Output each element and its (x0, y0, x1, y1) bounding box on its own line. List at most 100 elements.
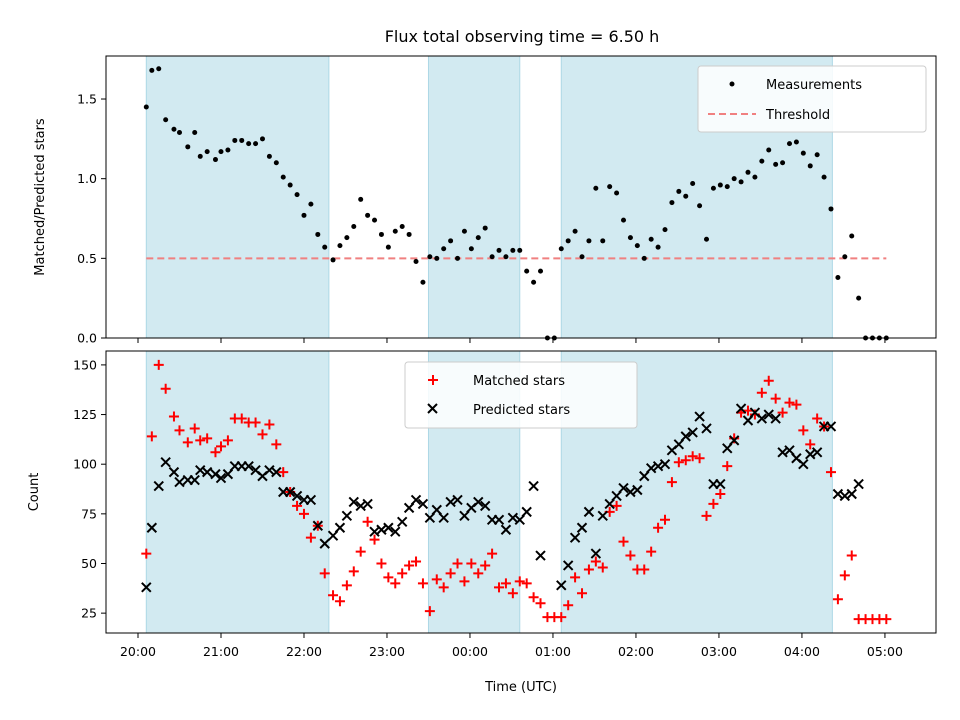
bottom-y-axis-label: Count (27, 473, 42, 512)
measurement-point (800, 150, 806, 156)
shaded-window (145, 350, 330, 634)
matched-star-point (777, 407, 788, 418)
measurement-point (676, 188, 682, 194)
x-tick-label: 01:00 (535, 644, 571, 659)
matched-star-point (141, 548, 152, 559)
matched-star-point (480, 560, 491, 571)
shaded-window (427, 55, 521, 339)
matched-star-point (334, 596, 345, 607)
matched-star-point (278, 467, 289, 478)
matched-star-point (708, 498, 719, 509)
matched-star-point (784, 397, 795, 408)
predicted-star-point (770, 413, 781, 424)
measurement-point (621, 217, 627, 223)
predicted-star-point (362, 498, 373, 510)
measurement-point (273, 160, 279, 166)
matched-star-point (590, 556, 601, 567)
x-tick-label: 05:00 (867, 644, 903, 659)
predicted-star-point (215, 472, 227, 484)
matched-star-point (839, 570, 850, 581)
y-tick-label: 75 (81, 506, 97, 521)
predicted-star-point (383, 522, 394, 533)
matched-star-point (341, 580, 352, 591)
measurement-point (482, 225, 488, 231)
matched-star-point (722, 461, 733, 472)
matched-star-point (583, 564, 594, 575)
x-tick-label: 04:00 (784, 644, 820, 659)
legend-label-threshold: Threshold (765, 108, 830, 123)
y-tick-label: 100 (73, 457, 97, 472)
predicted-star-point (284, 486, 296, 498)
measurement-point (246, 141, 252, 147)
matched-star-point (832, 594, 843, 605)
matched-star-point (445, 568, 456, 579)
measurement-point (600, 238, 606, 244)
measurement-point (510, 247, 516, 253)
measurement-point (496, 247, 502, 253)
matched-star-point (264, 419, 275, 430)
measurement-point (842, 254, 848, 260)
matched-star-point (825, 467, 836, 478)
chart-title: Flux total observing time = 6.50 h (385, 27, 660, 46)
predicted-star-point (479, 500, 491, 512)
matched-star-point (174, 425, 185, 436)
measurement-point (752, 174, 758, 180)
measurement-point (607, 184, 613, 190)
bottom-axes-frame (105, 350, 937, 634)
matched-star-point (639, 564, 650, 575)
measurement-point (807, 163, 813, 169)
matched-star-point (298, 508, 309, 519)
predicted-star-point (701, 423, 712, 434)
measurement-point (786, 141, 792, 147)
measurement-point (372, 217, 378, 223)
measurement-point (448, 238, 454, 244)
predicted-star-point (291, 490, 303, 502)
matched-star-point (160, 383, 171, 394)
predicted-star-point (396, 516, 408, 527)
predicted-star-point (334, 522, 346, 533)
top-legend: Measurements Threshold (697, 65, 927, 133)
measurement-point (773, 161, 779, 167)
predicted-star-point (493, 514, 505, 526)
y-tick-label: 50 (81, 556, 97, 571)
measurement-point (427, 254, 433, 260)
x-tick-label: 02:00 (618, 644, 654, 659)
matched-star-point (660, 514, 671, 525)
matched-star-point (466, 558, 477, 569)
predicted-star-point (271, 466, 282, 478)
measurement-point (455, 255, 461, 261)
matched-star-point (694, 453, 705, 464)
measurement-point (475, 235, 481, 241)
predicted-star-point (735, 403, 747, 414)
matched-star-point (153, 359, 164, 370)
measurement-point (793, 139, 799, 145)
predicted-star-point (798, 458, 809, 470)
top-y-ticks: 0.0 0.5 1.0 1.5 (77, 92, 106, 346)
matched-star-point (438, 582, 449, 593)
bottom-legend: Matched stars Predicted stars (404, 361, 638, 429)
matched-star-point (452, 558, 463, 569)
matched-star-point (597, 562, 608, 573)
x-tick-label: 20:00 (120, 644, 156, 659)
predicted-star-point (694, 411, 705, 422)
measurement-point (572, 228, 578, 234)
matched-star-point (376, 558, 387, 569)
measurement-point (586, 238, 592, 244)
measurement-point (731, 176, 737, 182)
matched-star-point (411, 556, 422, 567)
predicted-star-point (410, 494, 422, 506)
x-tick-label: 23:00 (369, 644, 405, 659)
matched-star-point (846, 550, 857, 561)
predicted-star-point (319, 538, 330, 549)
matched-star-point (528, 592, 539, 603)
matched-star-point (701, 510, 712, 521)
measurement-point (280, 174, 286, 180)
predicted-star-point (618, 482, 629, 494)
matched-star-point (459, 576, 470, 587)
matched-star-point (210, 447, 221, 458)
legend-marker-matched (428, 375, 438, 385)
measurement-point (821, 174, 827, 180)
bottom-panel: 25 50 75 100 125 150 20:00 21:00 22:00 23:00 00:0… (27, 350, 937, 695)
measurement-point (738, 179, 744, 185)
predicted-star-point (583, 506, 595, 518)
